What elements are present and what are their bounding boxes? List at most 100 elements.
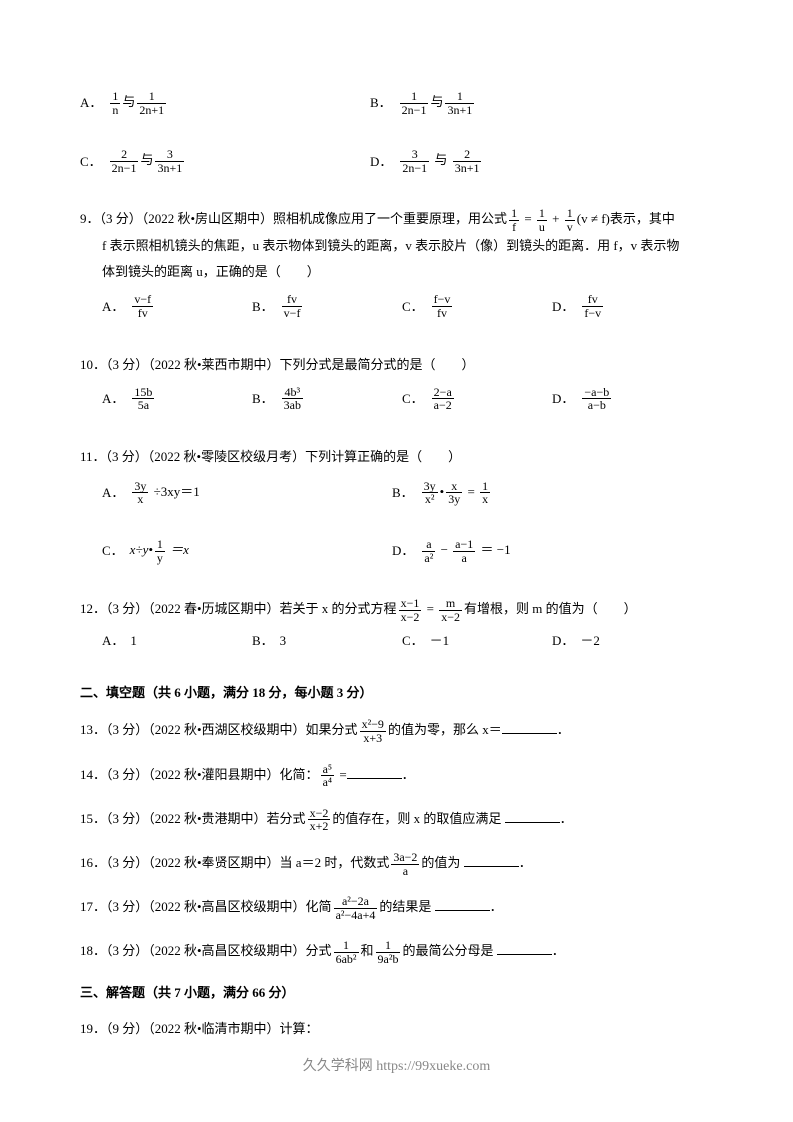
q15-p3: ． [560, 811, 573, 826]
q9-choices: A． v−ffv B． fvv−f C． f−vfv D． fvf−v [80, 293, 713, 333]
blank [505, 808, 560, 823]
val: －1 [430, 631, 450, 651]
and: 和 [361, 943, 374, 958]
mid: • [440, 484, 445, 499]
choice-label: A． [102, 297, 124, 317]
q15-p1: 15．（3 分）（2022 秋•贵港期中）若分式 [80, 811, 306, 826]
blank [347, 764, 402, 779]
choice-B: B． 4b³3ab [252, 386, 402, 412]
conj: 与 [430, 94, 443, 109]
choice-D: D． aa² − a−1a ＝ −1 [392, 538, 682, 564]
choice-label: B． [370, 93, 392, 113]
q9-line3: 体到镜头的距离 u，正确的是（ ） [80, 259, 713, 285]
fraction: 1y [155, 538, 165, 564]
choice-label: A． [102, 631, 124, 651]
choice-label: D． [552, 631, 574, 651]
choice-D: D． −a−ba−b [552, 386, 702, 412]
fraction: mx−2 [439, 597, 462, 623]
fraction: fvv−f [282, 293, 303, 319]
fraction: 1x [480, 480, 490, 506]
choice-label: B． [392, 483, 414, 503]
fraction: 23n+1 [453, 148, 482, 174]
eq: = [423, 601, 437, 616]
choice-label: A． [102, 483, 124, 503]
q16-p2: 的值为 [421, 855, 463, 870]
fraction: x−2x+2 [308, 807, 331, 833]
fraction: 3yx² [422, 480, 438, 506]
choice-A: A． v−ffv [102, 293, 252, 319]
q12-text: 12．（3 分）（2022 春•历城区期中）若关于 x 的分式方程x−1x−2 … [80, 596, 713, 623]
choice-content: 22n−1与33n+1 [108, 148, 187, 174]
fraction: 15b5a [132, 386, 154, 412]
q14-p1: 14．（3 分）（2022 秋•灌阳县期中）化简： [80, 767, 319, 782]
q11-choices-2: C． x÷y•1y ＝x D． aa² − a−1a ＝ −1 [80, 538, 713, 578]
q14-p2: ． [402, 767, 415, 782]
blank [502, 719, 557, 734]
choice-label: D． [392, 541, 414, 561]
conj: 与 [431, 152, 451, 167]
post: ＝ −1 [477, 542, 510, 557]
q12: 12．（3 分）（2022 春•历城区期中）若关于 x 的分式方程x−1x−2 … [80, 596, 713, 665]
choice-content: x÷y•1y ＝x [130, 538, 189, 564]
fraction: −a−ba−b [582, 386, 611, 412]
choice-label: C． [402, 631, 424, 651]
q14: 14．（3 分）（2022 秋•灌阳县期中）化简：a⁵a⁴ =． [80, 763, 713, 789]
val: 3 [280, 631, 287, 651]
fraction: 1n [110, 90, 120, 116]
q13-p3: ． [557, 722, 570, 737]
q17-p2: 的结果是 [379, 899, 434, 914]
choice-B: B． fvv−f [252, 293, 402, 319]
q18: 18．（3 分）（2022 秋•高昌区校级期中）分式16ab²和19a²b的最简… [80, 939, 713, 965]
choice-D: D． 32n−1 与 23n+1 [370, 148, 660, 174]
choice-C: C． －1 [402, 631, 552, 651]
choice-content: 32n−1 与 23n+1 [398, 148, 483, 174]
eq: = [521, 211, 535, 226]
q18-p1: 18．（3 分）（2022 秋•高昌区校级期中）分式 [80, 943, 332, 958]
q11-text: 11．（3 分）（2022 秋•零陵区校级月考）下列计算正确的是（ ） [80, 444, 713, 470]
fraction: 1f [509, 207, 519, 233]
fraction: 1v [565, 207, 575, 233]
eq: = [336, 767, 347, 782]
fraction: x3y [446, 480, 462, 506]
q16: 16．（3 分）（2022 秋•奉贤区期中）当 a＝2 时，代数式3a−2a的值… [80, 851, 713, 877]
q8-choices: A． 1n与12n+1 B． 12n−1与13n+1 C． 22n−1与33n+… [80, 90, 713, 188]
choice-label: A． [102, 389, 124, 409]
choice-label: B． [252, 631, 274, 651]
blank [435, 896, 490, 911]
fraction: 16ab² [334, 939, 359, 965]
choice-A: A． 15b5a [102, 386, 252, 412]
choice-label: B． [252, 297, 274, 317]
q17: 17．（3 分）（2022 秋•高昌区校级期中）化简a²−2aa²−4a+4的结… [80, 895, 713, 921]
fraction: 19a²b [376, 939, 401, 965]
fraction: aa² [422, 538, 435, 564]
choice-B: B． 3yx²•x3y = 1x [392, 480, 682, 506]
choice-C: C． 2−aa−2 [402, 386, 552, 412]
choice-A: A． 1 [102, 631, 252, 651]
fraction: 22n−1 [110, 148, 139, 174]
choice-label: C． [80, 152, 102, 172]
post: ÷3xy＝1 [150, 484, 199, 499]
fraction: a²−2aa²−4a+4 [334, 895, 378, 921]
q15: 15．（3 分）（2022 秋•贵港期中）若分式x−2x+2的值存在，则 x 的… [80, 807, 713, 833]
choice-B: B． 12n−1与13n+1 [370, 90, 660, 116]
q9-line2: f 表示照相机镜头的焦距，u 表示物体到镜头的距离，v 表示胶片（像）到镜头的距… [80, 233, 713, 259]
q18-p2: 的最简公分母是 [402, 943, 496, 958]
post: ＝x [167, 542, 189, 557]
q18-p3: ． [552, 943, 565, 958]
fraction: x−1x−2 [399, 597, 422, 623]
q17-p3: ． [490, 899, 503, 914]
choice-label: C． [402, 297, 424, 317]
val: 1 [130, 631, 137, 651]
q13: 13．（3 分）（2022 秋•西湖区校级期中）如果分式x²−9x+3的值为零，… [80, 718, 713, 744]
section-2-header: 二、填空题（共 6 小题，满分 18 分，每小题 3 分） [80, 683, 713, 703]
q12-p1: 12．（3 分）（2022 春•历城区期中）若关于 x 的分式方程 [80, 601, 397, 616]
footer: 久久学科网 https://99xueke.com [0, 1056, 793, 1077]
choice-C: C． f−vfv [402, 293, 552, 319]
choice-content: 12n−1与13n+1 [398, 90, 477, 116]
fraction: 33n+1 [155, 148, 184, 174]
choice-D: D． fvf−v [552, 293, 702, 319]
fraction: 12n+1 [137, 90, 166, 116]
q16-p1: 16．（3 分）（2022 秋•奉贤区期中）当 a＝2 时，代数式 [80, 855, 389, 870]
fraction: 32n−1 [400, 148, 429, 174]
fraction: f−vfv [432, 293, 453, 319]
